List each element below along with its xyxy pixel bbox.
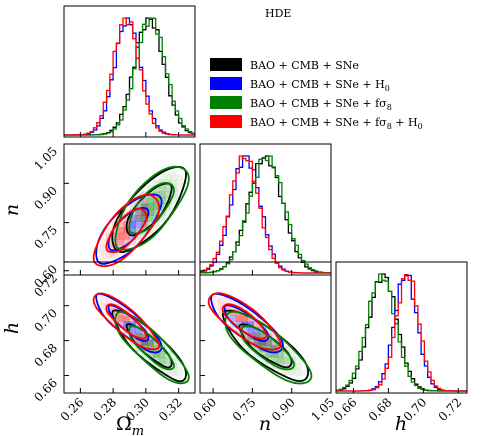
- panel-bg-Om-Om: [64, 6, 195, 137]
- ytick-label-n-1: 0.75: [31, 223, 60, 252]
- legend-swatch-1: [210, 77, 242, 90]
- ytick-label-n-2: 0.90: [31, 184, 60, 213]
- contour-1sigma-2-Om-h: [128, 324, 175, 371]
- ylabel-h: h: [1, 322, 23, 334]
- xlabel-Om: Ωm: [116, 413, 144, 436]
- legend-swatch-3: [210, 115, 242, 128]
- panel-frame-n-n: [199, 143, 332, 276]
- legend-label-3: BAO + CMB + SNe + fσ8 + H0: [250, 116, 423, 131]
- contour-2sigma-2-Om-n: [114, 165, 190, 251]
- xtick-label-n-1: 0.75: [230, 395, 259, 424]
- ytick-label-h-2: 0.70: [31, 306, 60, 335]
- chart-title: HDE: [265, 7, 291, 20]
- xtick-label-h-3: 0.72: [436, 395, 465, 424]
- panel-frame-Om-Om: [63, 5, 196, 138]
- histogram-line-2-n: [200, 155, 331, 274]
- xtick-label-Om-1: 0.28: [90, 395, 119, 424]
- contour-2sigma-2-Om-h: [114, 310, 190, 385]
- histogram-line-3-h: [336, 273, 467, 392]
- contour-1sigma-3-Om-n: [105, 207, 148, 254]
- xtick-label-Om-0: 0.26: [58, 395, 87, 424]
- xtick-label-n-2: 0.90: [269, 395, 298, 424]
- xtick-label-Om-3: 0.32: [156, 395, 185, 424]
- legend: BAO + CMB + SNe BAO + CMB + SNe + H0 BAO +…: [210, 58, 423, 131]
- panel-frame-h-h: [335, 261, 468, 394]
- xlabel-h: h: [395, 413, 407, 435]
- histogram-line-2-h: [336, 273, 467, 392]
- xlabel-n: n: [259, 413, 271, 435]
- legend-label-0: BAO + CMB + SNe: [250, 59, 359, 72]
- contour-2sigma-2-n-h: [224, 310, 313, 385]
- histogram-n: [200, 155, 331, 274]
- density-Om-n: [92, 165, 190, 268]
- legend-swatch-2: [210, 96, 242, 109]
- legend-label-1: BAO + CMB + SNe + H0: [250, 78, 390, 93]
- contour-2sigma-3-Om-h: [92, 292, 161, 351]
- histogram-line-3-n: [200, 155, 331, 274]
- panel-bg-n-n: [200, 144, 331, 275]
- histogram-line-3-Om: [64, 17, 195, 136]
- contour-1sigma-3-n-h: [221, 303, 268, 340]
- xtick-label-h-1: 0.68: [366, 395, 395, 424]
- histogram-line-2-Om: [64, 17, 195, 136]
- ylabel-n: n: [1, 204, 23, 216]
- ytick-label-h-1: 0.68: [31, 341, 60, 370]
- panel-frame-n-h: [199, 261, 332, 394]
- xtick-label-n-3: 1.05: [308, 395, 337, 424]
- legend-swatch-0: [210, 58, 242, 71]
- histogram-Om: [64, 17, 195, 136]
- contour-2sigma-3-n-h: [207, 292, 282, 351]
- density-Om-h: [92, 292, 190, 385]
- panel-bg-n-h: [200, 262, 331, 393]
- panel-frame-Om-n: [63, 143, 196, 276]
- xtick-label-h-0: 0.66: [331, 395, 360, 424]
- histogram-h: [336, 273, 467, 392]
- contour-2sigma-3-Om-n: [92, 193, 161, 268]
- xtick-label-n-0: 0.60: [190, 395, 219, 424]
- ytick-label-n-3: 1.05: [31, 144, 60, 173]
- legend-label-2: BAO + CMB + SNe + fσ8: [250, 97, 392, 112]
- panel-frame-Om-h: [63, 261, 196, 394]
- density-n-h: [207, 292, 313, 385]
- ytick-label-h-0: 0.66: [31, 376, 60, 405]
- contour-1sigma-2-Om-n: [128, 181, 175, 235]
- contour-1sigma-3-Om-h: [105, 303, 148, 340]
